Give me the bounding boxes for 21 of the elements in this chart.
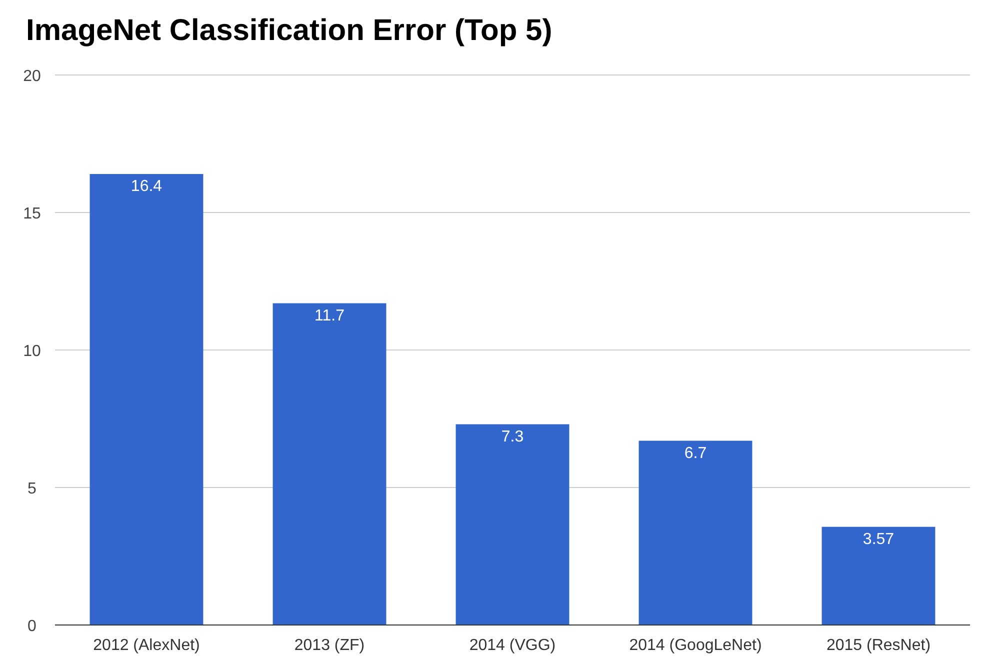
bar (90, 174, 204, 625)
bar (638, 440, 752, 625)
bar (456, 424, 570, 625)
y-tick-label: 10 (23, 343, 41, 360)
data-label: 3.57 (862, 530, 894, 548)
x-tick-label: 2014 (VGG) (469, 637, 556, 654)
x-tick-label: 2015 (ResNet) (826, 637, 931, 654)
data-label: 16.4 (130, 178, 162, 195)
data-label: 11.7 (314, 307, 345, 324)
bar (272, 303, 386, 625)
y-tick-label: 0 (28, 618, 37, 635)
y-tick-label: 15 (23, 206, 41, 222)
x-tick-label: 2013 (ZF) (294, 637, 365, 654)
data-label: 7.3 (501, 428, 524, 446)
chart-title: ImageNet Classification Error (Top 5) (26, 14, 552, 47)
y-tick-label: 5 (28, 480, 37, 498)
x-tick-label: 2014 (GoogLeNet) (629, 637, 762, 654)
bar (822, 526, 936, 625)
x-tick-label: 2012 (AlexNet) (93, 637, 200, 654)
y-tick-label: 20 (23, 68, 41, 85)
data-label: 6.7 (684, 444, 707, 462)
